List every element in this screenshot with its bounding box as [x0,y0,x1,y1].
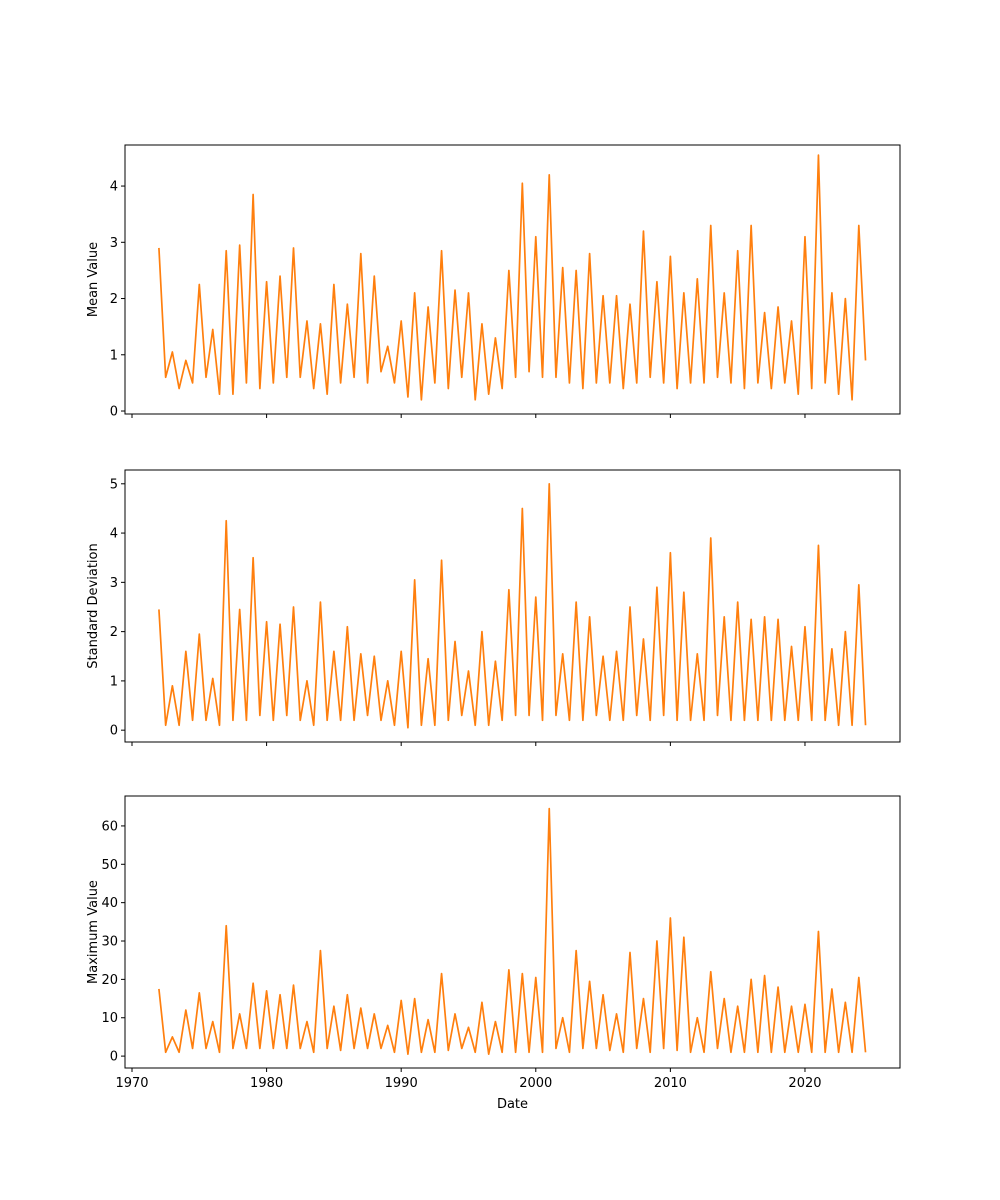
y-tick-label: 4 [110,180,118,195]
y-axis-label: Mean Value [86,242,101,317]
y-tick-label: 0 [110,724,118,739]
y-tick-label: 2 [110,292,118,307]
y-tick-label: 30 [101,935,118,950]
data-line [158,154,867,401]
y-tick-label: 1 [110,674,118,689]
y-tick-label: 10 [101,1011,118,1026]
x-axis-label: Date [497,1097,528,1112]
y-axis-label: Standard Deviation [86,543,101,668]
y-tick-label: 1 [110,348,118,363]
axes-frame [124,469,901,743]
y-tick-label: 3 [110,236,118,251]
x-tick-label: 1970 [115,1076,148,1091]
y-axis-label: Maximum Value [86,880,101,984]
x-tick-label: 2000 [519,1076,552,1091]
y-tick-label: 60 [101,819,118,834]
panel: 0 1 2 3 4 5 Standard Deviation [86,469,901,746]
y-tick-label: 40 [101,896,118,911]
y-tick-label: 5 [110,477,118,492]
y-tick-label: 3 [110,576,118,591]
y-tick-label: 0 [110,1050,118,1065]
panel: 0 10 20 30 40 50 60 1970 1980 1990 2000 2010 2020 Max… [86,795,901,1112]
y-tick-label: 2 [110,625,118,640]
axes-frame [124,144,901,415]
x-tick-label: 1980 [250,1076,283,1091]
y-tick-label: 4 [110,527,118,542]
x-tick-label: 1990 [385,1076,418,1091]
axes-frame [124,795,901,1069]
data-line [158,807,867,1056]
data-line [158,482,867,729]
panel: 0 1 2 3 4 Mean Value [86,144,901,420]
x-tick-label: 2020 [788,1076,821,1091]
y-tick-label: 50 [101,858,118,873]
y-tick-label: 0 [110,405,118,420]
y-tick-label: 20 [101,973,118,988]
x-tick-label: 2010 [654,1076,687,1091]
